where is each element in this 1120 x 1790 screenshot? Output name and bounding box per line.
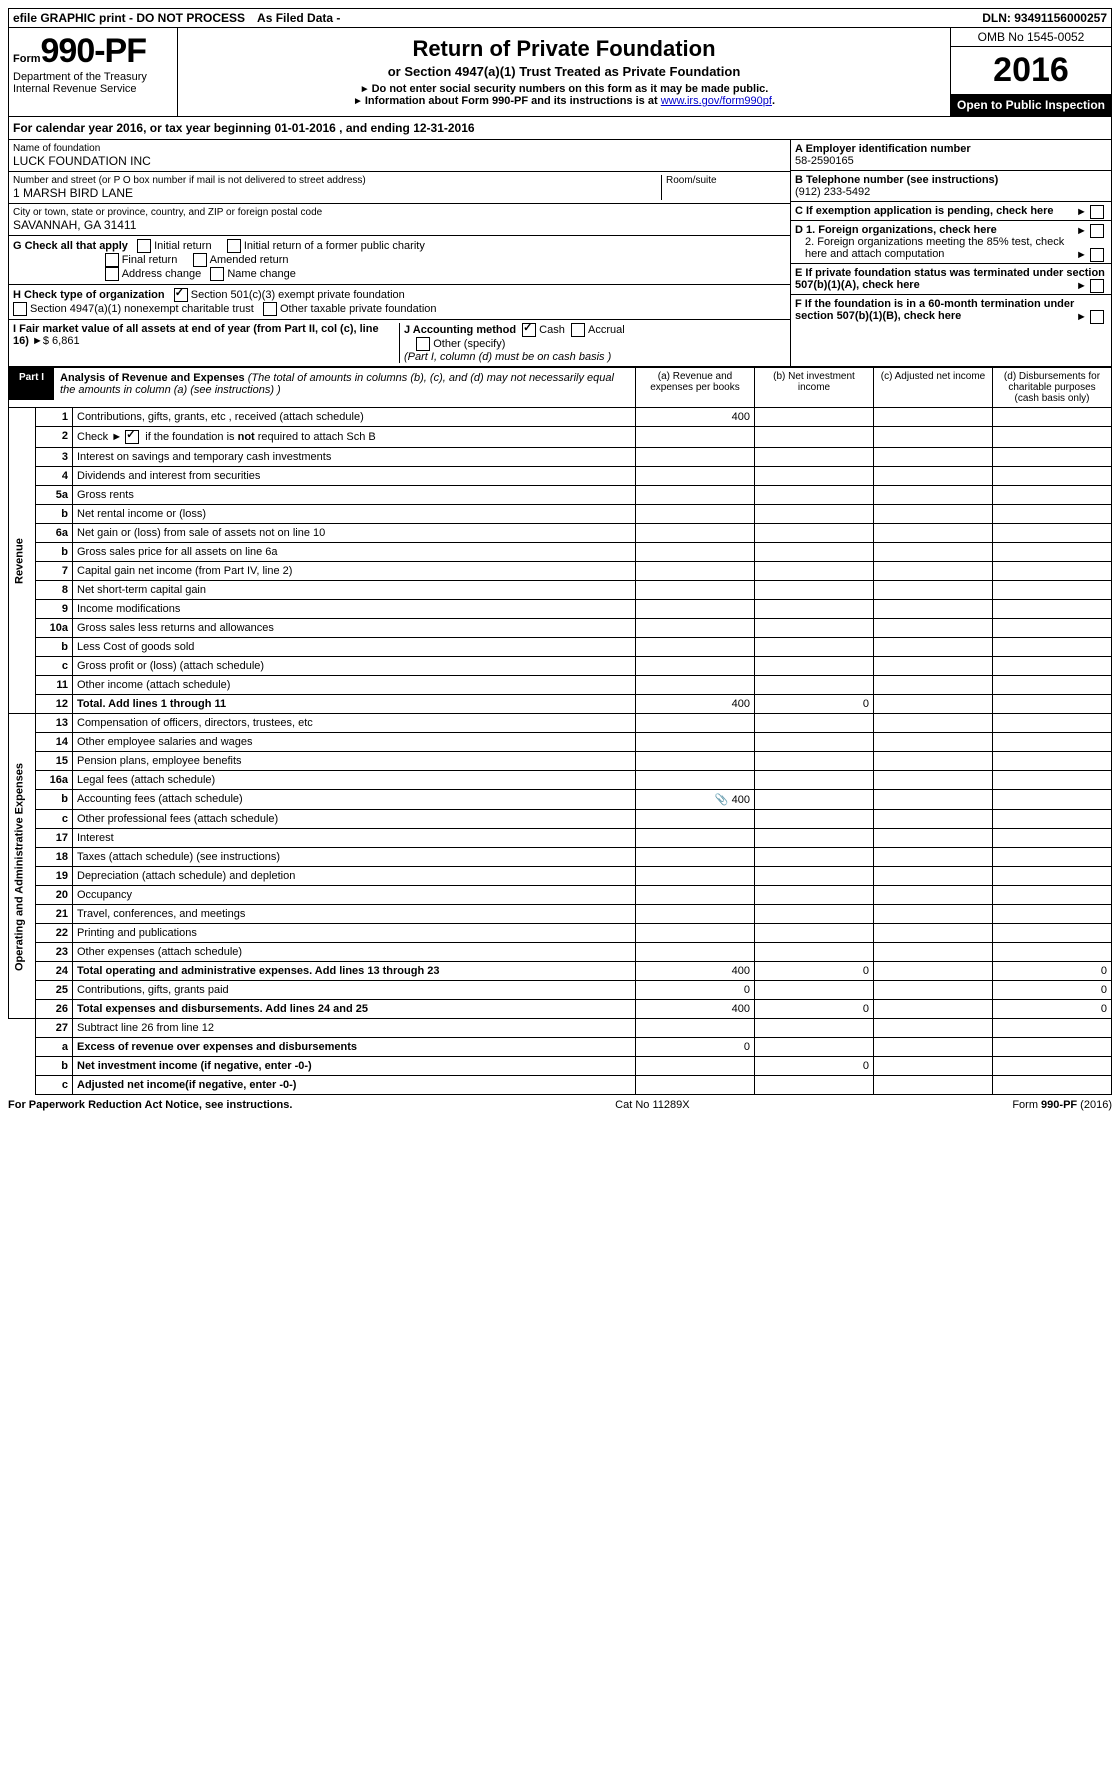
ck-other-method[interactable] [416, 337, 430, 351]
form-label: Form [13, 53, 41, 65]
phone: (912) 233-5492 [795, 186, 1107, 198]
note-ssn: Do not enter social security numbers on … [360, 83, 769, 95]
col-d: (d) Disbursements for charitable purpose… [993, 368, 1112, 408]
foundation-name: LUCK FOUNDATION INC [13, 154, 786, 168]
header: Form990-PF Department of the Treasury In… [8, 28, 1112, 117]
room-label: Room/suite [666, 175, 786, 186]
part1-table: Part I Analysis of Revenue and Expenses … [8, 367, 1112, 1095]
city: SAVANNAH, GA 31411 [13, 218, 786, 232]
ck-initial[interactable] [137, 239, 151, 253]
note-info-prefix: Information about Form 990-PF and its in… [353, 95, 661, 107]
ck-c[interactable] [1090, 205, 1104, 219]
ck-cash[interactable] [522, 323, 536, 337]
addr-label: Number and street (or P O box number if … [13, 175, 657, 186]
ck-501c3[interactable] [174, 288, 188, 302]
d2-label: 2. Foreign organizations meeting the 85%… [805, 236, 1064, 260]
i-value: 6,861 [52, 335, 80, 347]
city-label: City or town, state or province, country… [13, 207, 786, 218]
irs-link[interactable]: www.irs.gov/form990pf [661, 95, 772, 107]
tax-year: 2016 [951, 47, 1111, 94]
ein-label: A Employer identification number [795, 143, 1107, 155]
ck-other-tax[interactable] [263, 302, 277, 316]
ck-name-change[interactable] [210, 267, 224, 281]
ck-d1[interactable] [1090, 224, 1104, 238]
open-public: Open to Public Inspection [951, 94, 1111, 116]
ck-d2[interactable] [1090, 248, 1104, 262]
form-number: 990-PF [41, 32, 147, 70]
h-section: H Check type of organization Section 501… [9, 285, 790, 320]
g-section: G Check all that apply Initial return In… [9, 236, 790, 285]
irs-label: Internal Revenue Service [13, 83, 173, 95]
dln: DLN: 93491156000257 [982, 11, 1107, 25]
addr: 1 MARSH BIRD LANE [13, 186, 657, 200]
ck-accrual[interactable] [571, 323, 585, 337]
ck-f[interactable] [1090, 310, 1104, 324]
form-subtitle: or Section 4947(a)(1) Trust Treated as P… [186, 64, 942, 79]
ck-initial-former[interactable] [227, 239, 241, 253]
expenses-label: Operating and Administrative Expenses [9, 714, 36, 1019]
efile-bar: efile GRAPHIC print - DO NOT PROCESS As … [8, 8, 1112, 28]
omb-number: OMB No 1545-0052 [951, 28, 1111, 47]
f-label: F If the foundation is in a 60-month ter… [795, 298, 1074, 322]
name-label: Name of foundation [13, 143, 786, 154]
footer: For Paperwork Reduction Act Notice, see … [8, 1099, 1112, 1111]
phone-label: B Telephone number (see instructions) [795, 174, 1107, 186]
paperwork-notice: For Paperwork Reduction Act Notice, see … [8, 1099, 292, 1111]
ein: 58-2590165 [795, 155, 1107, 167]
d1-label: D 1. Foreign organizations, check here [795, 224, 997, 236]
dept-treasury: Department of the Treasury [13, 71, 173, 83]
ck-schb[interactable] [125, 430, 139, 444]
col-c: (c) Adjusted net income [874, 368, 993, 408]
ck-amended[interactable] [193, 253, 207, 267]
as-filed: As Filed Data - [257, 11, 340, 25]
efile-notice: efile GRAPHIC print - DO NOT PROCESS [13, 11, 245, 25]
form-ref: Form 990-PF (2016) [1012, 1099, 1112, 1111]
c-label: C If exemption application is pending, c… [795, 205, 1054, 217]
e-label: E If private foundation status was termi… [795, 267, 1105, 291]
revenue-label: Revenue [9, 408, 36, 714]
col-a: (a) Revenue and expenses per books [636, 368, 755, 408]
col-b: (b) Net investment income [755, 368, 874, 408]
part1-label: Part I [9, 368, 54, 400]
calendar-year: For calendar year 2016, or tax year begi… [8, 117, 1112, 140]
cat-no: Cat No 11289X [615, 1099, 689, 1111]
ck-final[interactable] [105, 253, 119, 267]
attach-icon[interactable]: 📎 [715, 794, 729, 806]
ck-addr-change[interactable] [105, 267, 119, 281]
entity-info: Name of foundation LUCK FOUNDATION INC N… [8, 140, 1112, 367]
ck-4947[interactable] [13, 302, 27, 316]
ck-e[interactable] [1090, 279, 1104, 293]
form-title: Return of Private Foundation [186, 36, 942, 62]
